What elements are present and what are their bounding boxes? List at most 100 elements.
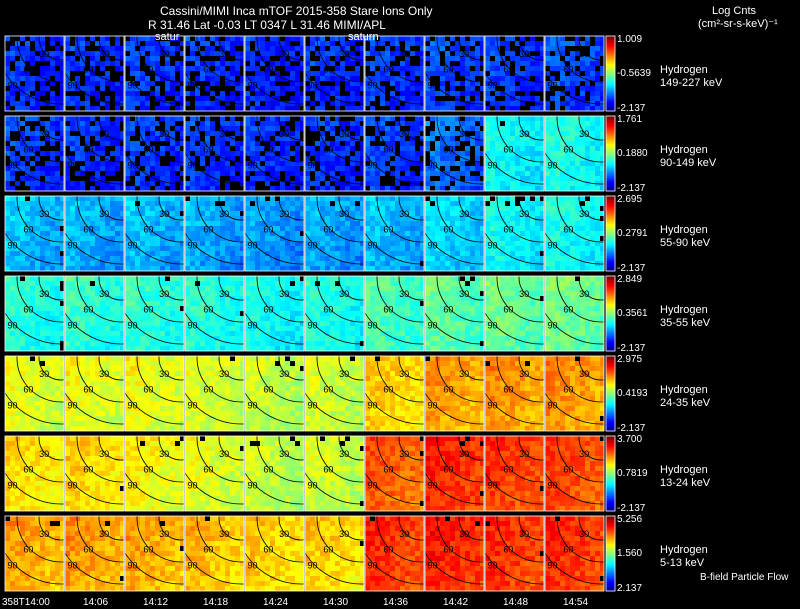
contour-label: 30	[339, 369, 349, 379]
ena-image-cell: 30 60 90	[484, 115, 545, 192]
contour-label: 60	[203, 385, 213, 395]
ena-image-cell: 30 60 90	[304, 35, 365, 112]
contour-label: 60	[323, 225, 333, 235]
contour-label: 60	[23, 385, 33, 395]
contour-label: 90	[247, 481, 257, 491]
ena-image-cell: 30 60 90	[364, 195, 425, 272]
ena-image-cell: 30 60 90	[124, 115, 185, 192]
contour-label: 30	[219, 49, 229, 59]
contour-label: 30	[519, 49, 529, 59]
ena-image-cell: 30 60 90	[184, 355, 245, 432]
contour-label: 90	[367, 321, 377, 331]
contour-label: 30	[399, 129, 409, 139]
energy-range-label: 35-55 keV	[660, 317, 711, 329]
contour-label: 30	[399, 49, 409, 59]
contour-label: 30	[279, 49, 289, 59]
contour-label: 60	[563, 305, 573, 315]
colorbar-mid-label: 0.2791	[617, 227, 648, 239]
ena-image-cell: 30 60 90	[304, 275, 365, 352]
contour-label: 60	[83, 145, 93, 155]
contour-label: 30	[339, 449, 349, 459]
contour-label: 60	[323, 385, 333, 395]
contour-label: 90	[187, 241, 197, 251]
colorbar-min-label: -2.137	[617, 423, 646, 434]
contour-label: 60	[323, 465, 333, 475]
contour-label: 60	[323, 65, 333, 75]
species-label: Hydrogen	[660, 384, 708, 396]
contour-label: 90	[127, 481, 137, 491]
contour-label: 30	[279, 529, 289, 539]
contour-label: 60	[203, 145, 213, 155]
contour-label: 90	[547, 241, 557, 251]
energy-range-label: 149-227 keV	[660, 77, 723, 89]
contour-label: 30	[219, 529, 229, 539]
contour-label: 90	[127, 241, 137, 251]
energy-row: 30 60 90 30 60 90 30 60 90 30 60 90 30 60 90 30 60 90 30 60…	[4, 275, 616, 352]
units-label: Log Cnts	[712, 5, 757, 17]
contour-label: 60	[563, 65, 573, 75]
contour-label: 30	[399, 369, 409, 379]
ena-image-cell: 30 60 90	[244, 355, 305, 432]
contour-label: 60	[263, 65, 273, 75]
contour-label: 90	[487, 561, 497, 571]
contour-label: 30	[279, 369, 289, 379]
ena-image-cell: 30 60 90	[124, 515, 185, 592]
contour-label: 30	[99, 209, 109, 219]
energy-range-label: 13-24 keV	[660, 477, 711, 489]
contour-label: 90	[7, 401, 17, 411]
contour-label: 60	[83, 225, 93, 235]
contour-label: 60	[503, 465, 513, 475]
colorbar-min-label: -2.137	[617, 343, 646, 354]
contour-label: 30	[579, 209, 589, 219]
contour-label: 30	[219, 209, 229, 219]
contour-label: 90	[187, 481, 197, 491]
contour-label: 90	[547, 401, 557, 411]
contour-label: 90	[187, 81, 197, 91]
time-tick-label: 14:54	[563, 597, 589, 608]
species-label: Hydrogen	[660, 304, 708, 316]
energy-row: 30 60 90 30 60 90 30 60 90 30 60 90 30 60 90 30 60 90 30 60…	[4, 435, 616, 512]
time-tick-label: 14:42	[443, 597, 469, 608]
contour-label: 90	[307, 241, 317, 251]
contour-label: 30	[279, 449, 289, 459]
contour-label: 30	[339, 289, 349, 299]
contour-label: 30	[459, 529, 469, 539]
contour-label: 90	[67, 321, 77, 331]
colorbar-max-label: 2.975	[617, 354, 643, 365]
colorbar-max-label: 3.700	[617, 434, 643, 445]
ena-image-cell: 30 60 90	[184, 195, 245, 272]
species-label: Hydrogen	[660, 224, 708, 236]
contour-label: 60	[443, 545, 453, 555]
contour-label: 60	[23, 305, 33, 315]
contour-label: 60	[563, 385, 573, 395]
contour-label: 30	[99, 369, 109, 379]
contour-label: 60	[383, 305, 393, 315]
contour-label: 60	[383, 145, 393, 155]
contour-label: 90	[427, 481, 437, 491]
contour-label: 30	[579, 49, 589, 59]
contour-label: 90	[547, 81, 557, 91]
contour-label: 30	[39, 129, 49, 139]
contour-label: 90	[247, 561, 257, 571]
saturn-label-left: satur	[155, 31, 180, 43]
contour-label: 60	[23, 225, 33, 235]
contour-label: 60	[203, 545, 213, 555]
colorbar	[605, 355, 616, 432]
colorbar-mid-label: 0.1880	[617, 147, 648, 159]
ena-image-cell: 30 60 90	[4, 115, 65, 192]
ena-image-cell: 30 60 90	[364, 435, 425, 512]
energy-range-label: 24-35 keV	[660, 397, 711, 409]
species-label: Hydrogen	[660, 64, 708, 76]
species-label: Hydrogen	[660, 544, 708, 556]
ena-image-cell: 30 60 90	[304, 115, 365, 192]
contour-label: 90	[487, 321, 497, 331]
time-tick-label: 14:48	[503, 597, 529, 608]
time-tick-label: 14:24	[263, 597, 289, 608]
ena-image-cell: 30 60 90	[124, 355, 185, 432]
ena-image-cell: 30 60 90	[4, 435, 65, 512]
contour-label: 60	[323, 305, 333, 315]
ena-image-cell: 30 60 90	[4, 515, 65, 592]
contour-label: 60	[503, 225, 513, 235]
ena-image-cell: 30 60 90	[424, 275, 485, 352]
contour-label: 30	[459, 289, 469, 299]
